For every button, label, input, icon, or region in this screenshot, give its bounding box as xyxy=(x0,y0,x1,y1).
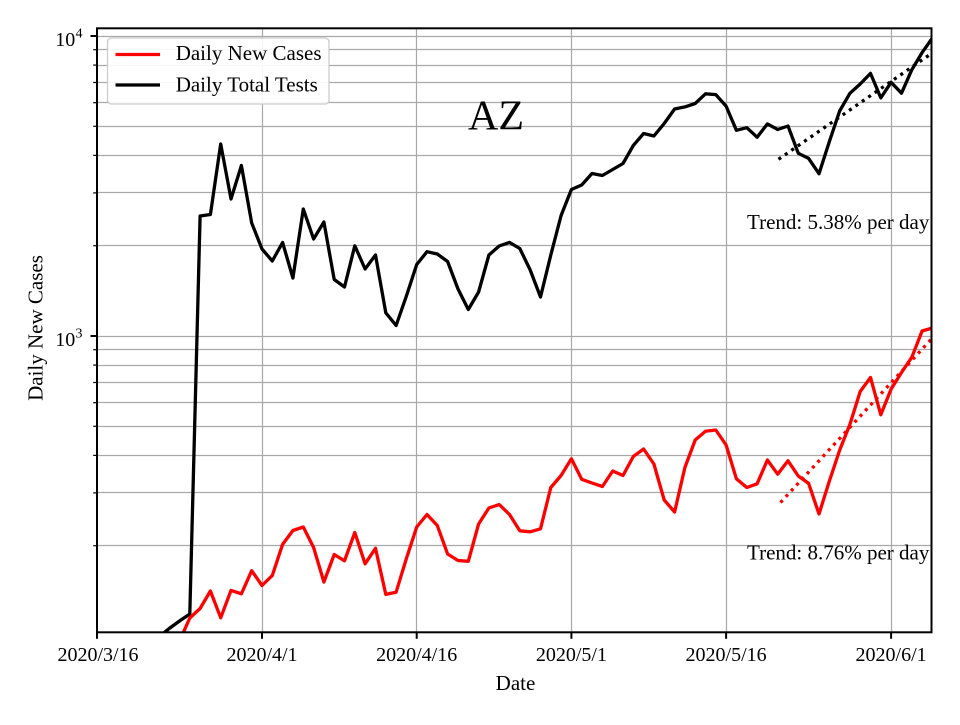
svg-text:2020/5/1: 2020/5/1 xyxy=(536,644,607,666)
svg-text:Date: Date xyxy=(496,671,536,695)
svg-text:10: 10 xyxy=(55,329,75,351)
svg-text:2020/6/1: 2020/6/1 xyxy=(856,644,927,666)
svg-text:Daily New Cases: Daily New Cases xyxy=(176,41,322,65)
svg-text:AZ: AZ xyxy=(468,93,524,139)
svg-text:4: 4 xyxy=(76,27,83,42)
svg-text:Daily Total Tests: Daily Total Tests xyxy=(176,72,318,96)
svg-text:Daily New Cases: Daily New Cases xyxy=(24,255,48,401)
svg-text:2020/5/16: 2020/5/16 xyxy=(686,644,767,666)
svg-text:Trend: 5.38% per day: Trend: 5.38% per day xyxy=(747,210,930,234)
svg-text:2020/4/1: 2020/4/1 xyxy=(226,644,297,666)
svg-text:2020/3/16: 2020/3/16 xyxy=(57,644,138,666)
svg-text:Trend: 8.76% per day: Trend: 8.76% per day xyxy=(747,541,930,565)
svg-text:3: 3 xyxy=(76,326,83,341)
svg-text:2020/4/16: 2020/4/16 xyxy=(376,644,457,666)
svg-text:10: 10 xyxy=(55,29,75,51)
